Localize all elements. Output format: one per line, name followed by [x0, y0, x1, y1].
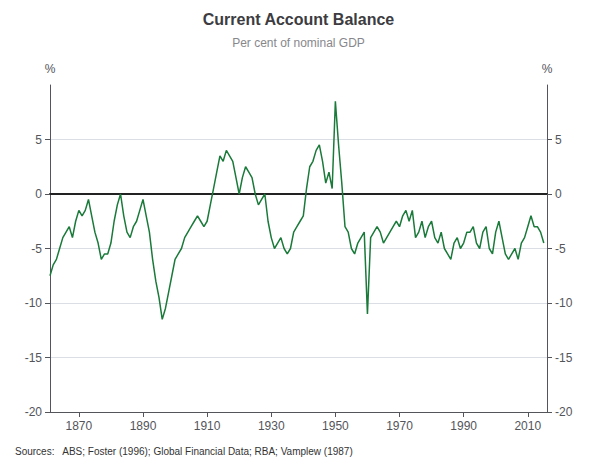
svg-text:5: 5	[555, 133, 562, 147]
svg-text:Sources: ABS; Foster (1996);: Sources: ABS; Foster (1996); Global Fina…	[15, 446, 353, 457]
svg-text:1890: 1890	[130, 419, 157, 433]
svg-text:-5: -5	[555, 242, 566, 256]
svg-text:Current Account Balance: Current Account Balance	[203, 11, 395, 28]
svg-text:1870: 1870	[66, 419, 93, 433]
svg-text:0: 0	[35, 187, 42, 201]
svg-text:%: %	[542, 62, 553, 76]
svg-text:-20: -20	[25, 405, 43, 419]
svg-text:1930: 1930	[258, 419, 285, 433]
svg-text:1910: 1910	[194, 419, 221, 433]
svg-text:Per cent of nominal GDP: Per cent of nominal GDP	[232, 36, 365, 50]
svg-text:-20: -20	[555, 405, 573, 419]
svg-text:1990: 1990	[450, 419, 477, 433]
svg-text:-15: -15	[555, 351, 573, 365]
svg-text:%: %	[45, 62, 56, 76]
svg-text:1950: 1950	[322, 419, 349, 433]
svg-text:5: 5	[35, 133, 42, 147]
svg-text:-10: -10	[555, 296, 573, 310]
svg-text:1970: 1970	[386, 419, 413, 433]
svg-text:2010: 2010	[514, 419, 541, 433]
svg-text:0: 0	[555, 187, 562, 201]
svg-text:-15: -15	[25, 351, 43, 365]
svg-text:-5: -5	[31, 242, 42, 256]
svg-text:-10: -10	[25, 296, 43, 310]
